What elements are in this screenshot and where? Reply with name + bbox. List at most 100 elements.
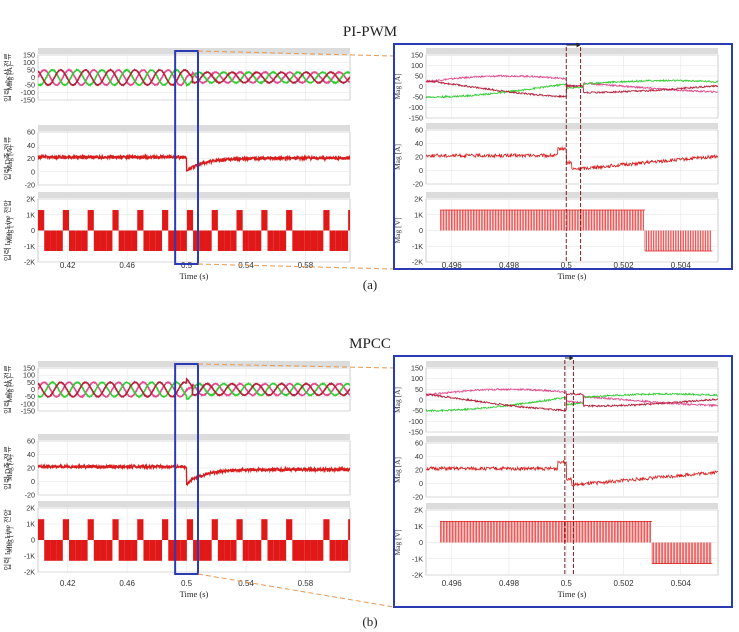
d-axis-current-line	[426, 460, 718, 487]
title-pi-pwm: PI-PWM	[343, 24, 397, 40]
phase-current-line	[38, 380, 350, 401]
y-tick-label: 0	[31, 73, 35, 82]
x-tick-label: 0.504	[671, 579, 692, 588]
voltage-block	[236, 210, 243, 231]
x-tick-label: 0.502	[614, 261, 635, 270]
zoom-panel-frame	[393, 43, 733, 270]
y-axis-label: 입력 D축 전류	[2, 446, 12, 490]
voltage-block	[317, 230, 324, 251]
voltage-block	[193, 540, 200, 561]
phase-current-line	[38, 68, 350, 87]
voltage-block	[180, 540, 187, 561]
y-unit-label: Mag [A]	[5, 376, 14, 402]
voltage-block	[323, 519, 330, 540]
series-group	[426, 387, 718, 413]
voltage-block	[38, 519, 45, 540]
voltage-block	[180, 230, 187, 251]
y-unit-label: Mag [A]	[5, 145, 14, 171]
x-axis-label: Time (s)	[180, 589, 209, 599]
y-tick-label: 0	[31, 385, 35, 394]
y-tick-label: -100	[409, 103, 423, 112]
y-tick-label: 50	[415, 72, 423, 81]
y-tick-label: 40	[27, 141, 35, 150]
voltage-block	[124, 540, 132, 561]
voltage-block	[224, 230, 231, 251]
y-unit-label: Mag [V]	[5, 527, 14, 553]
voltage-block	[193, 230, 200, 251]
voltage-block	[106, 230, 113, 251]
y-tick-label: 2K	[414, 195, 423, 204]
voltage-block	[205, 230, 212, 251]
y-tick-label: 20	[415, 466, 423, 475]
series-group	[38, 153, 350, 172]
voltage-block	[261, 519, 268, 540]
y-tick-label: -50	[413, 406, 423, 415]
voltage-block	[354, 540, 360, 561]
voltage-block	[292, 540, 299, 561]
voltage-block	[335, 540, 342, 561]
voltage-block	[335, 230, 342, 251]
phase-current-line	[426, 79, 718, 99]
series-group	[38, 68, 350, 87]
y-tick-label: 20	[415, 153, 423, 162]
voltage-block	[317, 540, 324, 561]
zoom-connector-top	[197, 363, 395, 369]
voltage-block	[298, 540, 305, 561]
y-tick-label: 0	[419, 396, 423, 405]
voltage-block	[56, 230, 63, 251]
y-tick-label: -150	[409, 114, 423, 123]
voltage-block	[174, 230, 181, 251]
voltage-block	[162, 210, 169, 231]
y-tick-label: 0	[31, 477, 35, 486]
y-tick-label: -1K	[412, 242, 423, 251]
voltage-block	[100, 540, 107, 561]
panel-strip	[38, 192, 350, 198]
voltage-block	[242, 230, 249, 251]
y-tick-label: -150	[409, 428, 423, 437]
x-tick-label: 0.46	[119, 261, 135, 270]
y-unit-label: Mag [V]	[393, 529, 402, 555]
phase-current-line	[426, 392, 718, 413]
voltage-block	[261, 210, 268, 231]
series-group	[439, 521, 713, 564]
y-axis-label: 입력 D축 전류	[2, 137, 12, 181]
zoom-connector-bottom	[197, 263, 395, 270]
y-tick-label: 0	[419, 226, 423, 235]
voltage-block	[106, 540, 113, 561]
voltage-block	[267, 230, 274, 251]
y-tick-label: -50	[25, 81, 35, 90]
voltage-block	[149, 230, 156, 251]
x-tick-label: 0.58	[298, 261, 314, 270]
x-tick-label: 0.5	[561, 261, 573, 270]
voltage-block	[124, 230, 132, 251]
y-tick-label: 20	[27, 154, 35, 163]
x-axis-label: Time (s)	[558, 271, 587, 281]
voltage-block	[137, 519, 144, 540]
y-tick-label: 50	[27, 378, 35, 387]
voltage-block	[168, 230, 175, 251]
y-tick-label: 0	[31, 167, 35, 176]
voltage-block	[341, 230, 349, 251]
voltage-block	[100, 230, 107, 251]
voltage-block	[310, 540, 318, 561]
y-tick-label: 40	[415, 139, 423, 148]
voltage-block	[155, 540, 163, 561]
d-axis-current-line	[38, 462, 350, 487]
voltage-block	[255, 230, 262, 251]
y-tick-label: -20	[25, 491, 35, 500]
voltage-block	[205, 540, 212, 561]
title-mpcc: MPCC	[349, 336, 391, 352]
voltage-block	[199, 230, 206, 251]
voltage-block	[44, 540, 51, 561]
voltage-block	[298, 230, 305, 251]
x-tick-label: 0.5	[181, 579, 193, 588]
voltage-block	[93, 230, 101, 251]
voltage-block	[224, 540, 231, 561]
y-tick-label: 1K	[414, 210, 423, 219]
voltage-block	[131, 230, 138, 251]
y-unit-label: Mag [V]	[5, 217, 14, 243]
y-tick-label: 1K	[414, 522, 423, 531]
zoom-window-box	[174, 50, 199, 265]
series-group	[426, 145, 718, 172]
